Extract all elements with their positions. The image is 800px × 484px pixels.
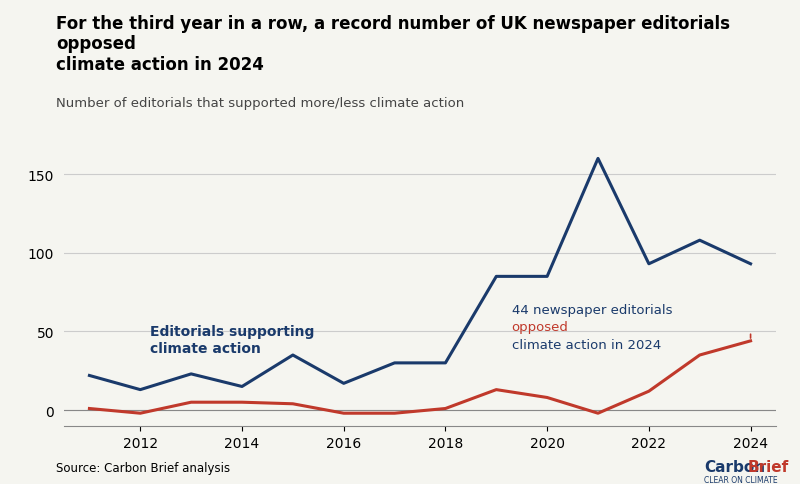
Text: climate action in 2024: climate action in 2024 [511, 338, 661, 351]
Text: 44 newspaper editorials: 44 newspaper editorials [511, 303, 676, 317]
Text: CLEAR ON CLIMATE: CLEAR ON CLIMATE [704, 475, 778, 484]
Text: Brief: Brief [748, 459, 790, 474]
Text: opposed: opposed [511, 321, 569, 334]
Text: Number of editorials that supported more/less climate action: Number of editorials that supported more… [56, 97, 464, 110]
Text: Carbon: Carbon [704, 459, 765, 474]
Text: For the third year in a row, a record number of UK newspaper editorials opposed
: For the third year in a row, a record nu… [56, 15, 730, 74]
Text: Source: Carbon Brief analysis: Source: Carbon Brief analysis [56, 461, 230, 474]
Text: climate action: climate action [150, 341, 262, 355]
Text: Editorials supporting: Editorials supporting [150, 324, 315, 338]
